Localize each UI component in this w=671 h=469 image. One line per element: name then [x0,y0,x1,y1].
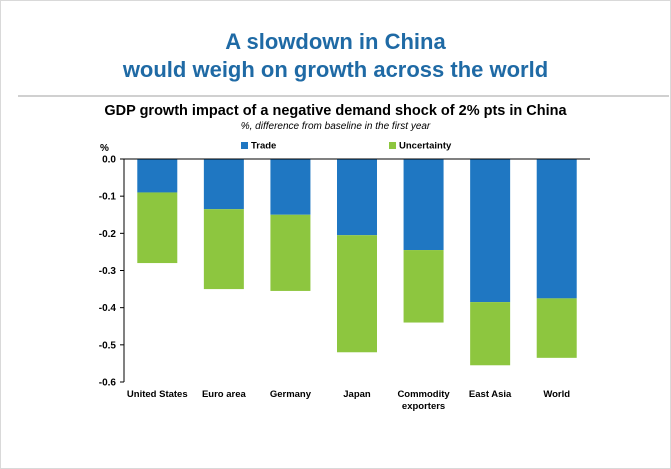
y-tick-label: 0.0 [102,155,116,166]
y-tick-label: -0.2 [99,229,117,240]
x-tick-label: exporters [402,401,445,412]
y-tick-label: -0.5 [99,340,117,351]
bar-uncertainty [270,214,311,291]
y-tick-label: -0.6 [99,378,117,389]
headline-line-2: would weigh on growth across the world [122,57,549,82]
bar-uncertainty [403,250,444,323]
x-tick-label: United States [127,389,188,400]
x-tick-label: Commodity [397,389,450,400]
bar-trade [470,159,511,303]
divider [18,95,669,97]
x-tick-label: Germany [270,389,312,400]
bar-uncertainty [337,235,377,353]
x-tick-label: World [543,389,570,400]
bar-trade [203,159,244,210]
y-tick-label: -0.4 [99,303,117,314]
y-axis-label: % [100,143,109,154]
bar-trade [337,159,377,236]
chart-subtitle: %, difference from baseline in the first… [240,121,431,132]
x-tick-label: East Asia [469,389,512,400]
headline-line-1: A slowdown in China [225,29,446,54]
legend-label: Trade [251,141,276,152]
bar-trade [270,159,311,215]
bar-trade [137,159,178,193]
bar-uncertainty [137,192,178,264]
legend-swatch [241,142,248,149]
chart-title: GDP growth impact of a negative demand s… [104,103,567,119]
legend-label: Uncertainty [399,141,452,152]
bar-uncertainty [536,298,577,358]
bar-trade [536,159,577,299]
bar-uncertainty [470,302,511,366]
bar-uncertainty [203,209,244,290]
y-tick-label: -0.1 [99,192,117,203]
legend-swatch [389,142,396,149]
bar-trade [403,159,444,251]
x-tick-label: Japan [343,389,371,400]
y-tick-label: -0.3 [99,266,117,277]
x-tick-label: Euro area [202,389,247,400]
